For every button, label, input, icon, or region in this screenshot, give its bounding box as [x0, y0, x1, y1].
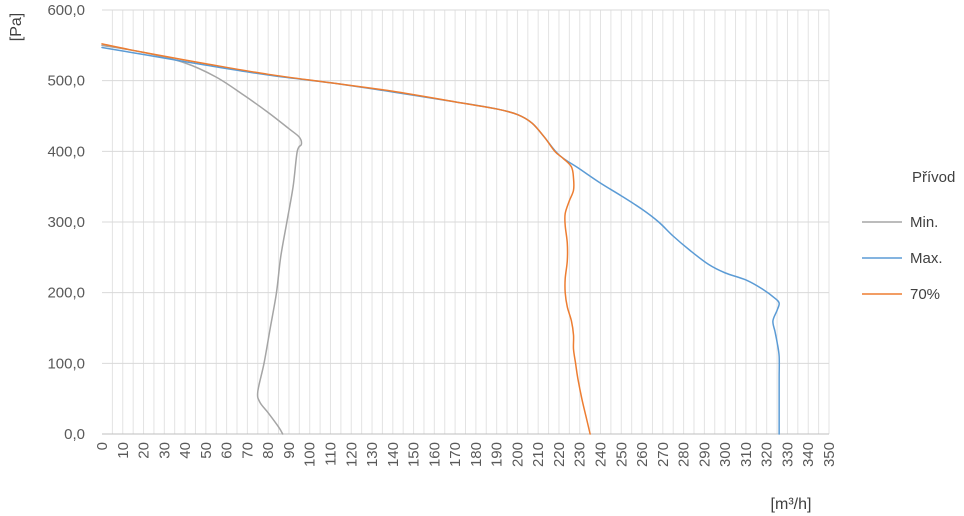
- x-tick-label: 50: [198, 442, 215, 459]
- x-tick-label: 110: [322, 442, 339, 466]
- legend-label: 70%: [910, 286, 940, 303]
- x-tick-label: 220: [551, 442, 568, 467]
- y-tick-label: 0,0: [64, 426, 85, 443]
- y-tick-label: 300,0: [47, 214, 85, 231]
- y-tick-label: 600,0: [47, 2, 85, 19]
- legend-label: Min.: [910, 214, 938, 231]
- x-tick-label: 180: [468, 442, 485, 467]
- x-tick-label: 330: [779, 442, 796, 467]
- x-tick-label: 120: [343, 442, 360, 467]
- x-tick-label: 10: [115, 442, 132, 459]
- x-tick-label: 150: [406, 442, 423, 467]
- x-tick-label: 300: [717, 442, 734, 467]
- y-tick-labels: 0,0 100,0 200,0 300,0 400,0 500,0 600,0: [47, 2, 85, 443]
- x-tick-label: 80: [260, 442, 277, 459]
- x-tick-label: 170: [447, 442, 464, 467]
- series-lines: [101, 43, 781, 435]
- x-tick-label: 40: [177, 442, 194, 459]
- legend: Přívod Min. Max. 70%: [862, 169, 955, 303]
- x-tick-label: 190: [489, 442, 506, 467]
- x-tick-label: 0: [94, 442, 111, 450]
- x-tick-label: 20: [136, 442, 153, 459]
- x-tick-label: 250: [613, 442, 630, 467]
- y-axis-title: [Pa]: [8, 13, 25, 41]
- x-tick-label: 200: [509, 442, 526, 467]
- x-tick-label: 60: [219, 442, 236, 459]
- x-tick-label: 160: [426, 442, 443, 467]
- x-tick-label: 230: [572, 442, 589, 467]
- x-tick-label: 100: [302, 442, 319, 467]
- y-tick-label: 500,0: [47, 73, 85, 90]
- x-tick-label: 310: [738, 442, 755, 467]
- x-tick-label: 130: [364, 442, 381, 467]
- x-tick-label: 290: [696, 442, 713, 467]
- x-tick-label: 340: [800, 442, 817, 467]
- x-tick-label: 270: [655, 442, 672, 467]
- series-line-70: [101, 43, 591, 435]
- x-tick-label: 320: [759, 442, 776, 467]
- x-tick-label: 210: [530, 442, 547, 467]
- x-tick-label: 90: [281, 442, 298, 459]
- x-tick-label: 240: [593, 442, 610, 467]
- horizontal-gridlines: [102, 9, 829, 364]
- x-tick-label: 350: [821, 442, 838, 467]
- x-tick-label: 280: [676, 442, 693, 467]
- x-tick-label: 70: [239, 442, 256, 459]
- series-line-min: [101, 44, 303, 435]
- x-tick-labels: 0 10 20 30 40 50 60 70 80 90 100 110 120 130 140 150 160…: [94, 442, 838, 467]
- x-tick-label: 140: [385, 442, 402, 467]
- y-tick-label: 100,0: [47, 355, 85, 372]
- y-tick-label: 400,0: [47, 143, 85, 160]
- legend-label: Max.: [910, 250, 943, 267]
- series-line-max: [101, 46, 781, 435]
- x-tick-label: 30: [156, 442, 173, 459]
- x-axis-title: [m³/h]: [771, 496, 812, 513]
- legend-title: Přívod: [912, 169, 955, 186]
- x-tick-label: 260: [634, 442, 651, 467]
- y-tick-label: 200,0: [47, 285, 85, 302]
